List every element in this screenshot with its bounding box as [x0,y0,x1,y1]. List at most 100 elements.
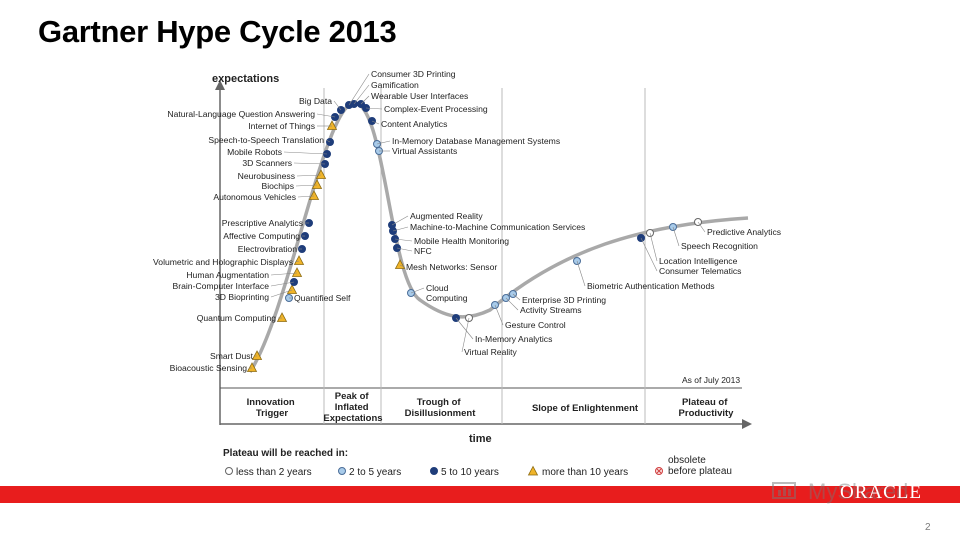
tech-label-machine-to-machine-communication-services: Machine-to-Machine Communication Service… [410,222,585,232]
phase-label-peak: Peak of Inflated Expectations [323,391,382,424]
leader-volumetric-and-holographic-displays [294,260,300,263]
phase-label-innovation: Innovation Trigger [247,397,298,419]
legend-marker-triangle [527,465,539,476]
marker-quantum-computing [276,312,288,322]
tech-label-enterprise-3d-printing: Enterprise 3D Printing [522,295,606,305]
tech-label-big-data: Big Data [299,96,332,106]
y-axis-arrowhead [215,80,225,90]
as-of-label: As of July 2013 [682,375,740,385]
slide-title: Gartner Hype Cycle 2013 [38,14,397,49]
y-axis-label: expectations [212,73,279,85]
leader-3d-scanners [293,162,326,165]
tech-label-autonomous-vehicles: Autonomous Vehicles [213,192,296,202]
leader-in-memory-database-management-systems [376,140,391,145]
marker-autonomous-vehicles [308,190,320,200]
tech-label-brain-computer-interface: Brain-Computer Interface [173,281,270,291]
tech-label-content-analytics: Content Analytics [381,119,447,129]
tech-label-in-memory-database-management-systems: In-Memory Database Management Systems [392,136,560,146]
tech-label-in-memory-analytics: In-Memory Analytics [475,334,552,344]
tech-label-human-augmentation: Human Augmentation [186,270,269,280]
tech-label-virtual-reality: Virtual Reality [464,347,518,357]
hype-cycle-diagram: expectations time As of July 2013 Innova… [153,69,781,478]
leader-in-memory-analytics [455,317,474,340]
leader-natural-language-question-answering [316,113,336,118]
tech-label-volumetric-and-holographic-displays: Volumetric and Holographic Displays [153,257,293,267]
tech-label-complex-event-processing: Complex-Event Processing [384,104,488,114]
footer-logo: MyShared ORACLE [770,478,930,508]
tech-label-wearable-user-interfaces: Wearable User Interfaces [371,91,468,101]
leader-3d-bioprinting [270,289,293,298]
tech-label-3d-bioprinting: 3D Bioprinting [215,292,269,302]
legend-title: Plateau will be reached in: [223,448,348,459]
tech-label-location-intelligence: Location Intelligence [659,256,738,266]
leader-machine-to-machine-communication-services [392,226,409,232]
x-axis-arrowhead [742,419,752,429]
marker-3d-bioprinting [286,284,298,294]
legend-marker-light [338,467,346,475]
leader-speech-recognition [672,226,680,247]
leader-enterprise-3d-printing [512,293,521,301]
tech-label-quantum-computing: Quantum Computing [197,313,277,323]
tech-label-gamification: Gamification [371,80,419,90]
presentation-icon [772,482,796,499]
tech-label-electrovibration: Electrovibration [238,244,297,254]
marker-neurobusiness [315,169,327,179]
legend-label-light: 2 to 5 years [349,467,401,478]
tech-label-biometric-authentication-methods: Biometric Authentication Methods [587,281,715,291]
leader-speech-to-speech-translation [325,139,331,143]
leader-mobile-robots [283,151,328,155]
marker-smart-dust [251,350,263,360]
legend-label-open: less than 2 years [236,467,312,478]
leader-cloud-computing [410,287,425,294]
tech-label-biochips: Biochips [262,181,294,191]
leader-gamification [353,84,370,105]
tech-label-affective-computing: Affective Computing [223,231,300,241]
marker-biochips [311,179,323,189]
tech-label-neurobusiness: Neurobusiness [238,171,295,181]
tech-label-cloud-computing: Cloud Computing [426,283,468,303]
marker-volumetric-and-holographic-displays [293,255,305,265]
tech-label-3d-scanners: 3D Scanners [242,158,292,168]
legend-label-obsolete: obsolete before plateau [668,455,732,477]
leader-consumer-telematics [640,237,658,272]
leader-content-analytics [371,120,380,125]
tech-label-nfc: NFC [414,246,432,256]
tech-label-bioacoustic-sensing: Bioacoustic Sensing [170,363,248,373]
leader-human-augmentation [270,272,298,276]
legend-label-triangle: more than 10 years [542,467,628,478]
phase-label-slope: Slope of Enlightenment [532,403,639,414]
leader-activity-streams [505,297,519,311]
marker-internet-of-things [326,120,338,130]
tech-label-mobile-robots: Mobile Robots [227,147,282,157]
x-axis-label: time [469,433,492,445]
leader-nfc [396,247,413,252]
tech-label-speech-recognition: Speech Recognition [681,241,758,251]
leader-consumer-3d-printing [348,73,370,106]
tech-label-natural-language-question-answering: Natural-Language Question Answering [167,109,315,119]
leader-complex-event-processing [365,107,383,110]
leader-augmented-reality [391,215,409,226]
tech-label-consumer-3d-printing: Consumer 3D Printing [371,69,456,79]
phase-label-trough: Trough of Disillusionment [405,397,477,419]
phase-label-plateau: Plateau of Productivity [679,397,735,419]
leader-predictive-analytics [697,221,706,233]
leader-brain-computer-interface [270,281,295,287]
leader-autonomous-vehicles [297,195,315,198]
footer-red-bar [0,486,960,503]
leader-wearable-user-interfaces [360,95,370,105]
tech-label-virtual-assistants: Virtual Assistants [392,146,457,156]
tech-label-gesture-control: Gesture Control [505,320,566,330]
legend-marker-dark [430,467,438,475]
tech-label-mesh-networks-sensor: Mesh Networks: Sensor [406,262,497,272]
leader-neurobusiness [296,174,322,177]
marker-human-augmentation [291,267,303,277]
legend-marker-open [225,467,233,475]
legend-label-dark: 5 to 10 years [441,467,499,478]
leader-location-intelligence [649,232,658,262]
tech-label-activity-streams: Activity Streams [520,305,582,315]
brand-logo: ORACLE [840,482,922,503]
leader-biochips [295,184,318,187]
phase-dividers [323,88,646,424]
tech-label-predictive-analytics: Predictive Analytics [707,227,781,237]
leader-virtual-reality [461,317,470,353]
